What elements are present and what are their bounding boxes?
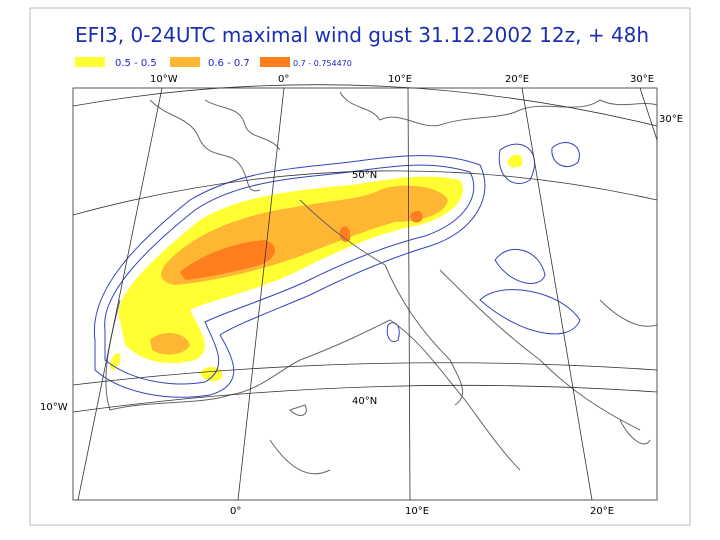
legend-swatch <box>260 57 290 67</box>
efi-area <box>410 210 423 223</box>
efi-area <box>180 240 276 280</box>
efi-area <box>339 226 351 242</box>
wind-gust-shading <box>110 154 523 382</box>
parallel-label: 40°N <box>352 396 377 407</box>
legend-label: 0.7 - 0.754470 <box>293 59 352 68</box>
graticule <box>72 84 658 501</box>
meridian-label: 0° <box>278 74 289 85</box>
meridian-label: 10°W <box>150 74 178 85</box>
parallel-label: 50°N <box>352 170 377 181</box>
contours <box>93 142 581 398</box>
legend-swatch <box>75 57 105 67</box>
meridian-label: 20°E <box>505 74 529 85</box>
legend: 0.5 - 0.5 0.6 - 0.7 0.7 - 0.754470 <box>75 57 352 69</box>
meridian-label: 30°E <box>630 74 654 85</box>
efi-area <box>507 154 523 168</box>
efi-area <box>150 333 190 355</box>
meridian-label: 10°E <box>388 74 412 85</box>
meridian-label: 10°W <box>40 402 68 413</box>
coastlines <box>105 91 658 475</box>
legend-label: 0.6 - 0.7 <box>208 58 250 69</box>
title: EFI3, 0-24UTC maximal wind gust 31.12.20… <box>75 23 649 47</box>
meridian-label: 0° <box>230 506 241 517</box>
legend-swatch <box>170 57 200 67</box>
graticule-labels: 10°W 0° 10°E 20°E 30°E 30°E 10°W 0° 10°E… <box>40 74 683 517</box>
meridian-label: 20°E <box>590 506 614 517</box>
meridian-label: 10°E <box>405 506 429 517</box>
meridian-label: 30°E <box>659 114 683 125</box>
legend-label: 0.5 - 0.5 <box>115 58 157 69</box>
